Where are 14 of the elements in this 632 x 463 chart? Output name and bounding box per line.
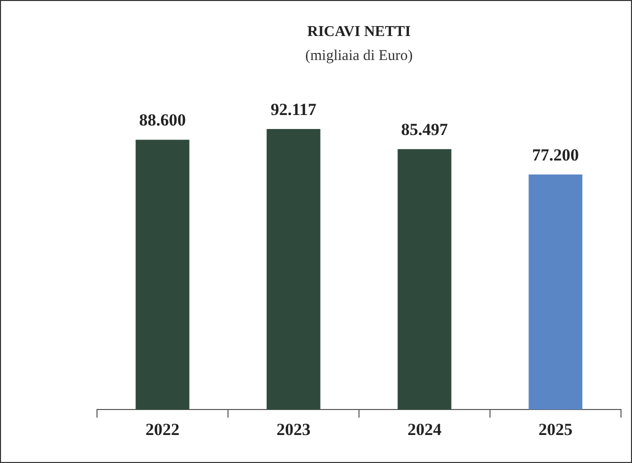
data-label: 92.117 bbox=[270, 100, 317, 119]
data-label: 88.600 bbox=[139, 110, 186, 130]
x-tick-label: 2023 bbox=[276, 420, 310, 440]
x-tick-label: 2022 bbox=[146, 420, 180, 440]
bar bbox=[266, 129, 320, 410]
bar bbox=[398, 149, 452, 410]
data-label: 85.497 bbox=[401, 120, 448, 140]
chart-title: RICAVI NETTI bbox=[307, 24, 411, 40]
x-tick-label: 2024 bbox=[408, 420, 442, 440]
x-tick-label: 2025 bbox=[538, 420, 572, 440]
chart-subtitle: (migliaia di Euro) bbox=[305, 48, 413, 64]
bar bbox=[528, 174, 582, 410]
bar bbox=[136, 140, 190, 410]
data-label: 77.200 bbox=[532, 145, 579, 164]
